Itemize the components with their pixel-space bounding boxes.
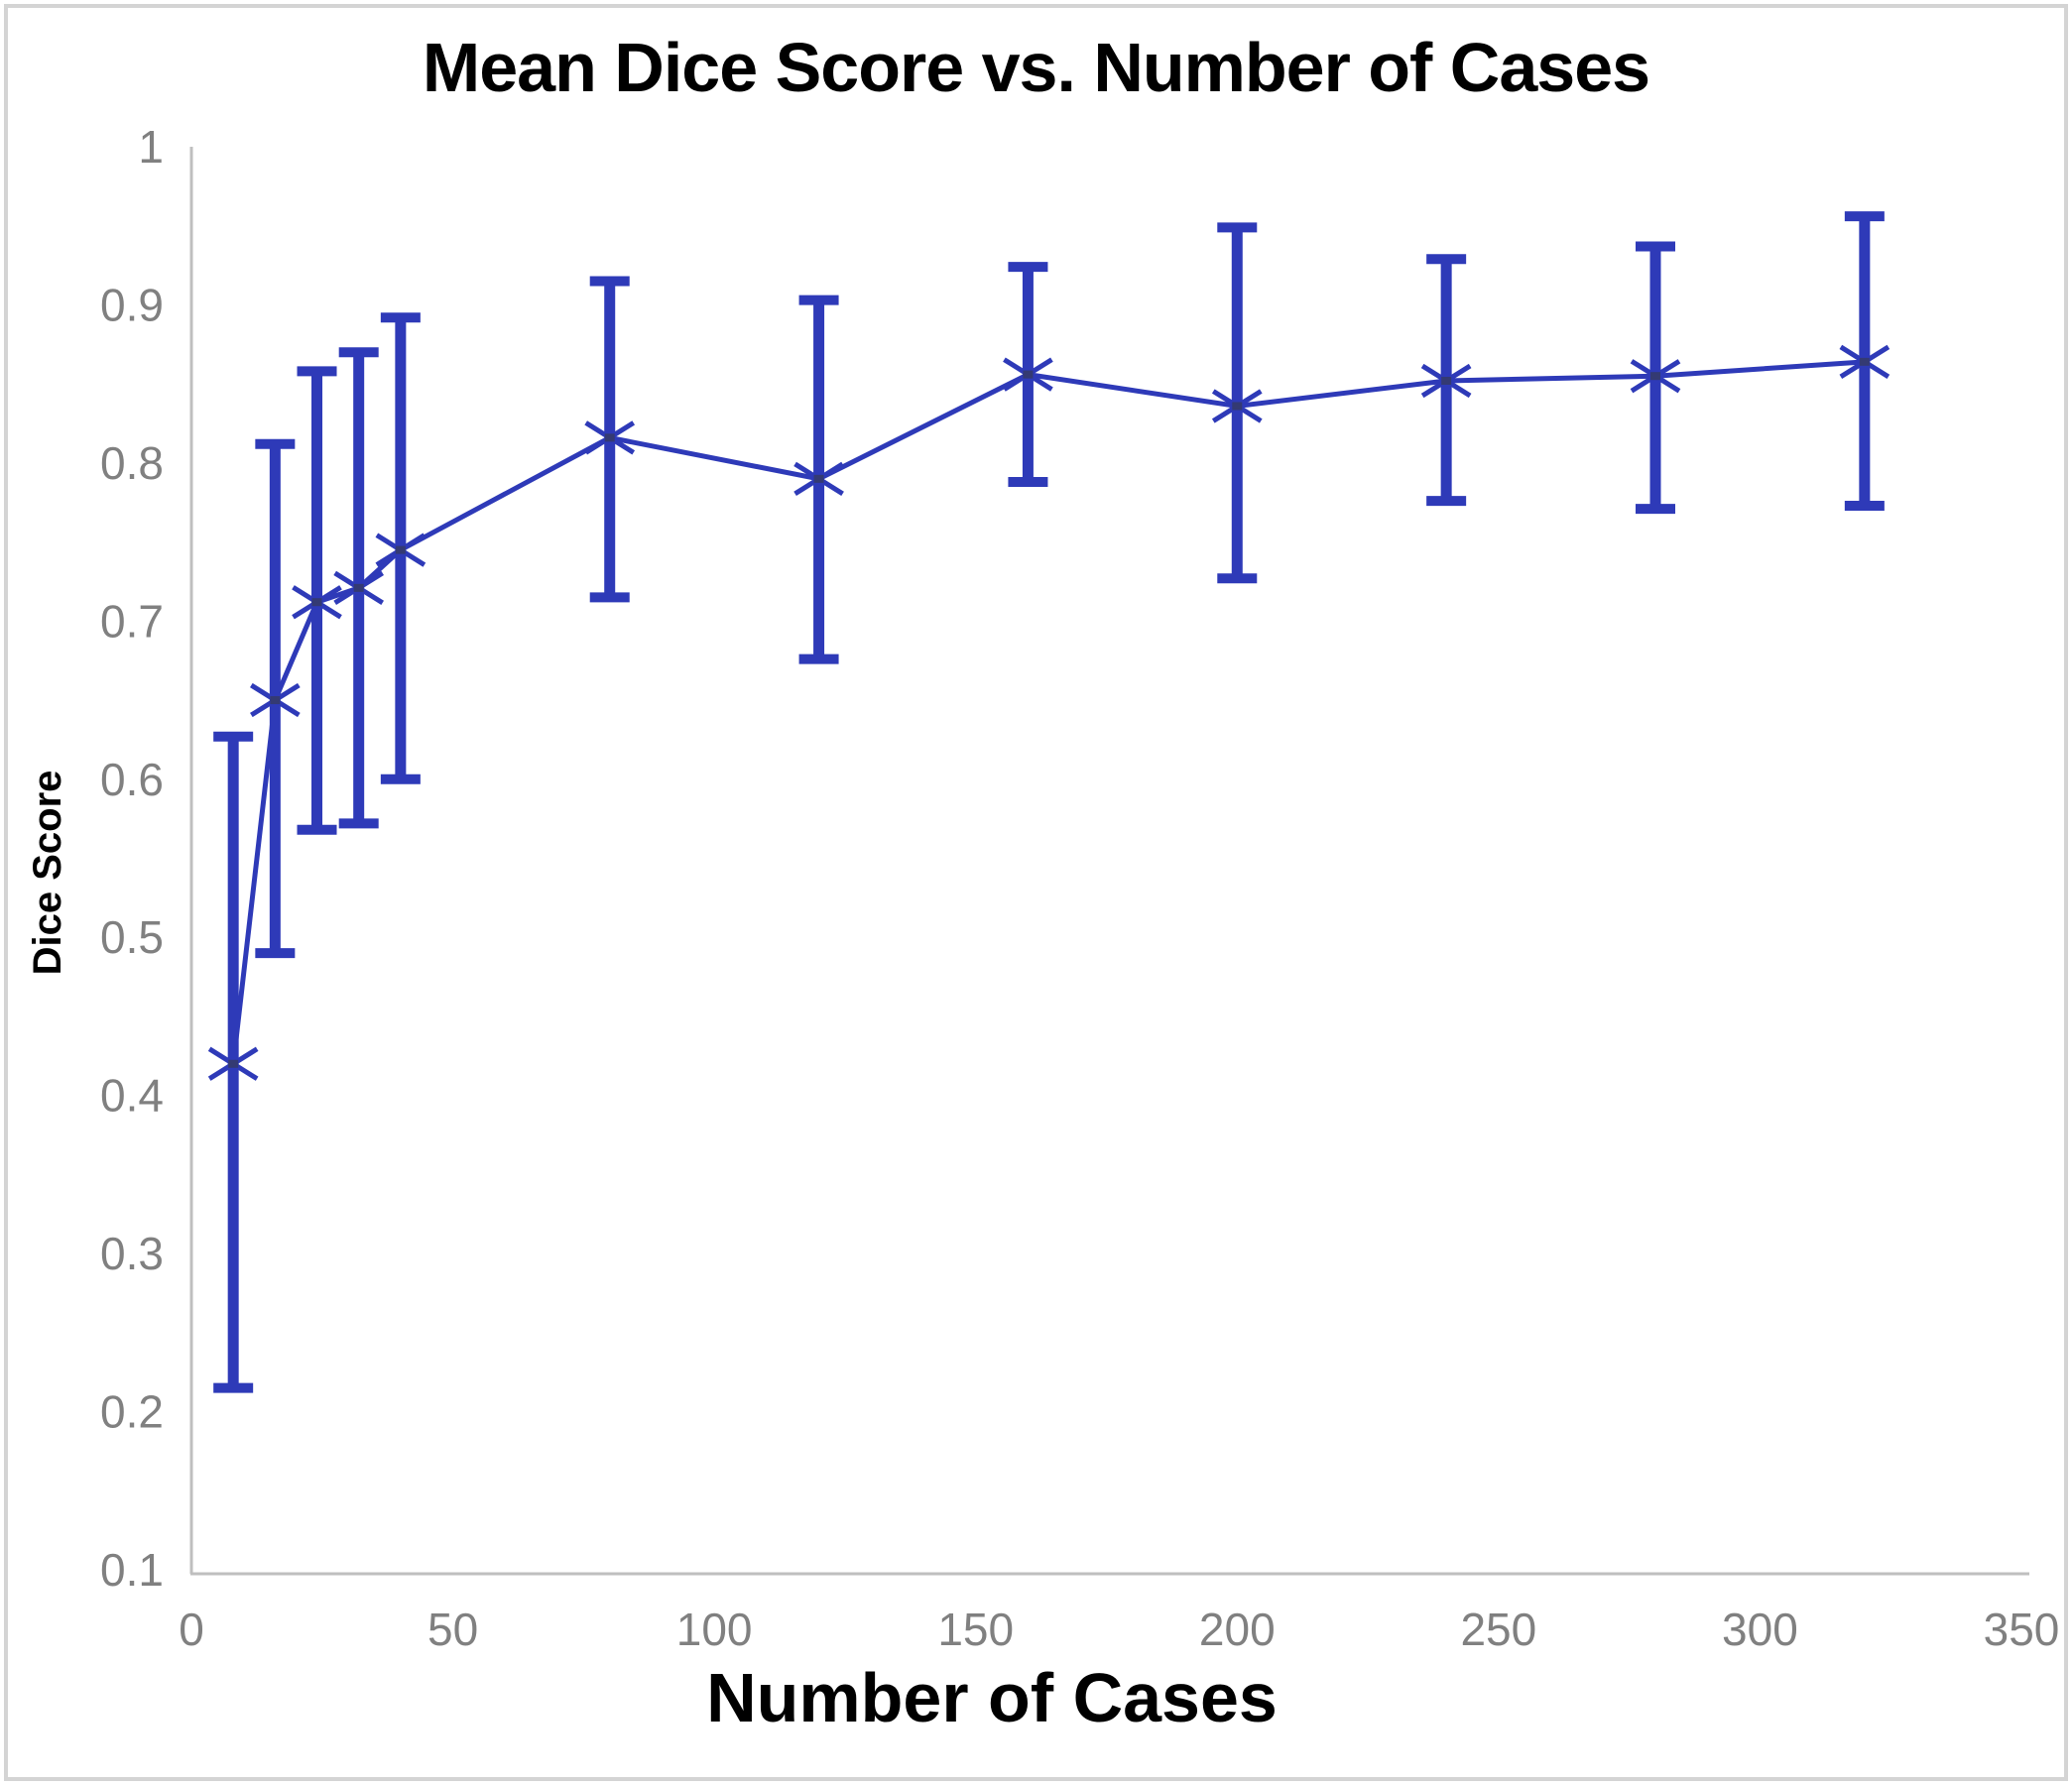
point-marker-center	[1023, 370, 1034, 379]
data-point	[584, 276, 636, 603]
chart-title: Mean Dice Score vs. Number of Cases	[422, 29, 1650, 106]
y-tick-label: 0.3	[100, 1228, 164, 1279]
y-tick-label: 0.4	[100, 1070, 164, 1122]
y-tick-label: 0.6	[100, 754, 164, 805]
axes-layer	[189, 147, 2029, 1576]
x-tick-label: 150	[937, 1604, 1014, 1655]
y-tick-label: 0.8	[100, 437, 164, 489]
x-axis-title: Number of Cases	[706, 1659, 1278, 1736]
data-point	[793, 295, 844, 664]
y-tick-label: 0.5	[100, 911, 164, 963]
point-marker-center	[395, 545, 406, 554]
point-marker-center	[228, 1059, 239, 1068]
x-tick-label: 250	[1460, 1604, 1536, 1655]
point-marker-center	[813, 474, 824, 483]
x-tick-label: 300	[1722, 1604, 1798, 1655]
tick-labels-layer: 1 0.9 0.8 0.7 0.6 0.5 0.4 0.3 0.2 0.1 0 50 100 150 200…	[100, 121, 2059, 1655]
point-marker-center	[270, 696, 281, 705]
data-series-layer	[207, 211, 1890, 1393]
point-marker-center	[353, 583, 364, 592]
y-tick-label: 0.2	[100, 1386, 164, 1438]
data-point	[375, 312, 427, 784]
data-point	[250, 438, 301, 959]
data-point	[207, 731, 259, 1393]
y-tick-label: 0.9	[100, 279, 164, 330]
data-point	[1630, 241, 1681, 515]
data-point	[1839, 211, 1890, 511]
y-tick-label: 0.7	[100, 595, 164, 647]
y-tick-label: 1	[138, 121, 164, 173]
point-marker-center	[311, 598, 322, 607]
point-marker-center	[1650, 372, 1660, 381]
x-tick-label: 100	[676, 1604, 753, 1655]
data-point	[1420, 254, 1472, 507]
point-marker-center	[604, 433, 615, 442]
point-marker-center	[1859, 357, 1870, 366]
point-marker-center	[1232, 402, 1243, 411]
point-marker-center	[1441, 376, 1452, 385]
y-tick-label: 0.1	[100, 1544, 164, 1596]
data-point	[333, 347, 385, 829]
data-point	[292, 366, 342, 835]
data-point	[1211, 222, 1263, 584]
x-tick-label: 350	[1984, 1604, 2060, 1655]
y-axis-title: Dice Score	[26, 770, 69, 976]
x-tick-label: 0	[179, 1604, 204, 1655]
x-tick-label: 50	[427, 1604, 478, 1655]
series-line	[230, 359, 1866, 1065]
data-point	[1003, 262, 1053, 488]
x-tick-label: 200	[1199, 1604, 1276, 1655]
